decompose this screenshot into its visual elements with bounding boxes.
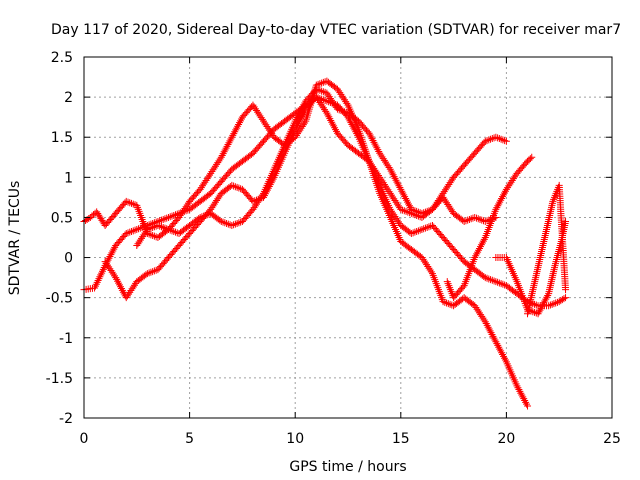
data-point <box>323 109 331 117</box>
data-point <box>502 137 510 145</box>
data-point <box>407 205 415 213</box>
interpolated-points <box>524 183 569 316</box>
x-axis-label: GPS time / hours <box>289 459 406 475</box>
y-tick-label: -1.5 <box>46 371 73 387</box>
data-point <box>207 169 215 177</box>
y-tick-label: 2.5 <box>51 50 73 66</box>
interpolated-points <box>82 78 531 408</box>
data-point <box>164 225 172 233</box>
data-point <box>471 213 479 221</box>
data-point <box>133 242 141 250</box>
data-point <box>534 310 542 318</box>
data-point <box>154 221 162 229</box>
data-point <box>481 318 489 326</box>
data-point <box>418 225 426 233</box>
data-point <box>492 278 500 286</box>
plot-area-frame <box>83 56 613 419</box>
y-tick-label: -1 <box>59 331 73 347</box>
y-tick-label: 1 <box>64 170 73 186</box>
interpolated-points <box>134 86 509 248</box>
data-point <box>397 205 405 213</box>
x-tick-label: 25 <box>603 431 621 447</box>
data-point <box>492 133 500 141</box>
data-point <box>217 153 225 161</box>
data-point <box>122 294 130 302</box>
x-tick-label: 20 <box>497 431 515 447</box>
data-point <box>228 133 236 141</box>
interpolated-points <box>82 94 568 310</box>
data-point <box>386 165 394 173</box>
y-tick-label: 0.5 <box>51 210 73 226</box>
data-point <box>439 189 447 197</box>
data-point <box>492 338 500 346</box>
data-point <box>524 402 532 410</box>
data-point <box>133 225 141 233</box>
x-tick-label: 5 <box>185 431 194 447</box>
data-point <box>143 225 151 233</box>
series-track-2 <box>80 77 532 410</box>
series-track-1 <box>80 93 570 310</box>
axis-tick-marks <box>83 56 613 419</box>
data-point <box>502 185 510 193</box>
data-point <box>481 217 489 225</box>
data-point <box>386 189 394 197</box>
x-axis-tick-labels: 0 5 10 15 20 25 <box>80 431 621 447</box>
data-point <box>397 185 405 193</box>
data-point <box>260 117 268 125</box>
interpolated-points <box>444 155 534 300</box>
data-point <box>323 89 331 97</box>
data-point <box>101 258 109 266</box>
data-point <box>164 213 172 221</box>
data-markers <box>80 77 570 410</box>
data-point <box>228 221 236 229</box>
y-tick-label: -0.5 <box>46 291 73 307</box>
x-tick-label: 0 <box>80 431 89 447</box>
x-tick-label: 15 <box>392 431 410 447</box>
y-axis-label: SDTVAR / TECUs <box>7 181 23 296</box>
data-point <box>418 209 426 217</box>
data-point <box>112 274 120 282</box>
data-point <box>333 105 341 113</box>
series-track-7 <box>524 181 570 318</box>
series-track-5 <box>443 153 536 302</box>
series-track-4 <box>133 85 510 250</box>
y-tick-label: 2 <box>64 90 73 106</box>
data-point <box>376 173 384 181</box>
data-point <box>428 205 436 213</box>
data-point <box>323 97 331 105</box>
y-axis-tick-labels: -2 -1.5 -1 -0.5 0 0.5 1 1.5 2 2.5 <box>46 50 73 427</box>
x-tick-label: 10 <box>286 431 304 447</box>
data-point <box>376 149 384 157</box>
y-tick-label: 0 <box>64 251 73 267</box>
y-tick-label: 1.5 <box>51 130 73 146</box>
y-tick-label: -2 <box>59 411 73 427</box>
chart-title: Day 117 of 2020, Sidereal Day-to-day VTE… <box>51 22 621 38</box>
